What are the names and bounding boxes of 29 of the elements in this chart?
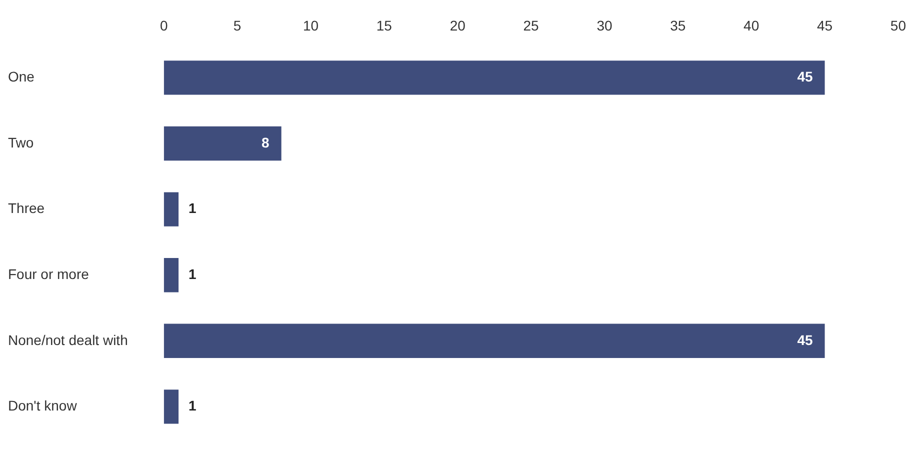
y-tick-label: Two: [8, 134, 34, 150]
x-tick-label: 35: [670, 17, 686, 34]
x-tick-label: 20: [450, 17, 466, 34]
bar: [164, 126, 282, 161]
bar: [164, 258, 179, 292]
x-tick-label: 25: [523, 17, 540, 34]
data-label: 45: [797, 332, 813, 348]
x-tick-label: 10: [302, 17, 319, 34]
y-tick-label: Don't know: [8, 398, 78, 414]
data-label: 1: [188, 200, 197, 216]
x-tick-label: 5: [233, 17, 242, 34]
data-label: 1: [188, 266, 197, 282]
x-tick-label: 45: [816, 17, 833, 34]
data-label: 45: [797, 68, 813, 85]
bar: [164, 60, 825, 95]
bar: [164, 390, 179, 424]
y-tick-label: One: [8, 68, 35, 85]
y-tick-label: None/not dealt with: [8, 332, 128, 348]
x-tick-label: 40: [744, 17, 760, 34]
bar: [164, 192, 179, 226]
x-tick-label: 30: [596, 17, 612, 34]
y-tick-label: Four or more: [8, 266, 90, 282]
data-label: 1: [188, 398, 197, 414]
x-tick-label: 15: [376, 17, 392, 34]
data-label: 8: [262, 134, 270, 150]
bar: [164, 324, 825, 358]
x-tick-label: 50: [890, 17, 906, 34]
y-tick-label: Three: [8, 200, 45, 216]
x-tick-label: 0: [160, 17, 168, 34]
